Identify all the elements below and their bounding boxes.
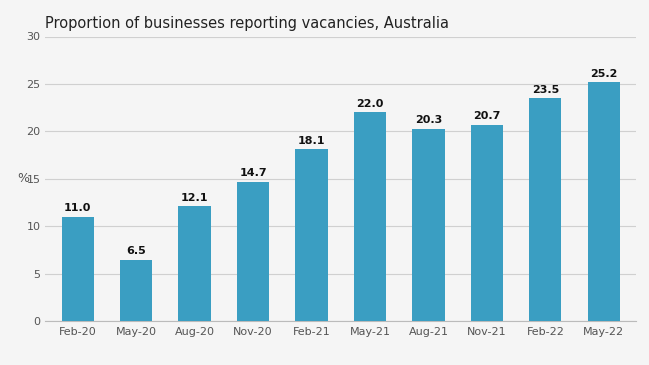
Bar: [354, 112, 386, 321]
Bar: [120, 260, 152, 321]
Bar: [295, 149, 328, 321]
Text: Proportion of businesses reporting vacancies, Australia: Proportion of businesses reporting vacan…: [45, 16, 449, 31]
Text: 20.7: 20.7: [473, 111, 500, 122]
Text: 22.0: 22.0: [356, 99, 384, 109]
Bar: [588, 82, 620, 321]
Text: 18.1: 18.1: [298, 136, 325, 146]
Bar: [178, 206, 211, 321]
Y-axis label: %: %: [18, 172, 30, 185]
Text: 23.5: 23.5: [532, 85, 559, 95]
Bar: [237, 182, 269, 321]
Text: 6.5: 6.5: [126, 246, 146, 256]
Text: 14.7: 14.7: [239, 168, 267, 178]
Text: 25.2: 25.2: [590, 69, 618, 79]
Text: 20.3: 20.3: [415, 115, 442, 125]
Text: 11.0: 11.0: [64, 204, 92, 214]
Bar: [412, 128, 445, 321]
Text: 12.1: 12.1: [181, 193, 208, 203]
Bar: [62, 217, 93, 321]
Bar: [471, 125, 503, 321]
Bar: [530, 98, 561, 321]
